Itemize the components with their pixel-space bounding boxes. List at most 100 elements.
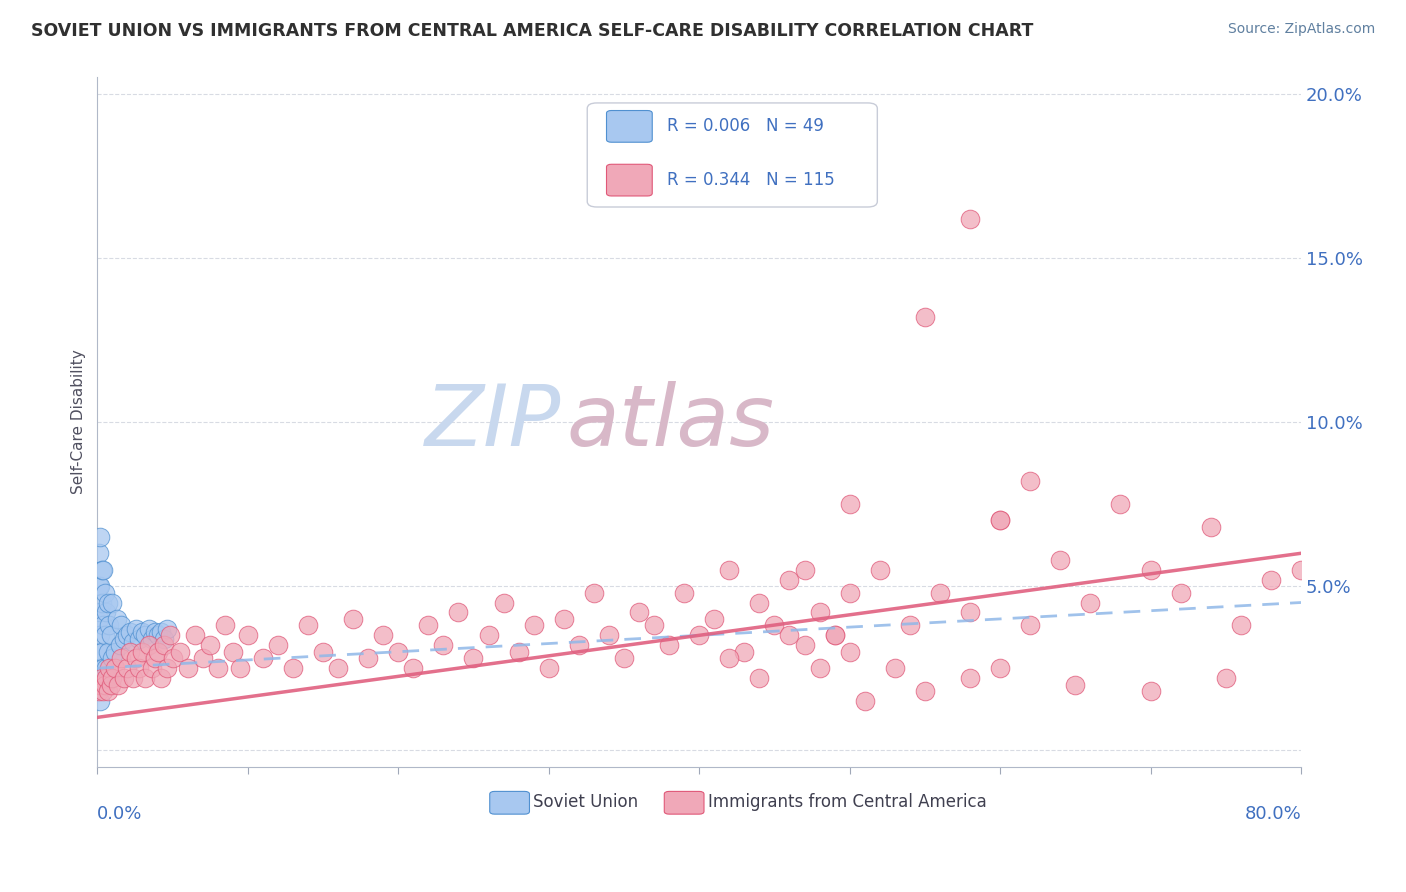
Point [883,661,905,675]
Point [94,677,117,691]
Point [89,694,111,708]
Point [89,579,111,593]
Point [824,628,846,642]
Point [312,645,335,659]
Point [141,661,163,675]
Point [373,628,395,642]
Point [89,530,111,544]
Point [87,579,110,593]
Point [117,661,139,675]
Text: ZIP: ZIP [425,381,561,464]
Point [778,628,800,642]
FancyBboxPatch shape [606,111,652,142]
Point [229,661,252,675]
Point [402,661,425,675]
Point [120,645,142,659]
Point [89,628,111,642]
Point [89,605,111,619]
Point [1019,618,1042,632]
Y-axis label: Self-Care Disability: Self-Care Disability [72,350,86,494]
Point [1019,474,1042,488]
Point [1170,585,1192,599]
Point [110,618,132,632]
Point [222,645,245,659]
Point [94,677,117,691]
Point [104,661,127,675]
Point [96,671,118,685]
Point [824,628,846,642]
Point [125,622,148,636]
Point [184,628,207,642]
Point [87,677,110,691]
Point [87,645,110,659]
Point [90,645,112,659]
Text: Source: ZipAtlas.com: Source: ZipAtlas.com [1227,22,1375,37]
Point [1064,677,1087,691]
Point [100,628,122,642]
Point [1139,563,1161,577]
Text: R = 0.344   N = 115: R = 0.344 N = 115 [666,171,834,189]
Point [105,612,128,626]
Point [447,605,470,619]
Point [90,677,112,691]
Point [98,671,121,685]
Point [267,638,290,652]
Point [134,671,156,685]
Point [357,651,380,665]
Point [463,651,485,665]
Point [477,628,499,642]
Point [778,573,800,587]
Point [87,612,110,626]
Text: Soviet Union: Soviet Union [533,793,638,812]
Point [149,671,172,685]
Point [568,638,591,652]
Point [141,632,163,646]
Point [87,546,110,560]
Point [89,677,111,691]
Point [236,628,259,642]
Point [763,618,786,632]
Point [97,684,120,698]
Point [117,628,139,642]
Point [853,694,876,708]
Point [101,671,124,685]
Point [138,622,160,636]
Point [988,661,1011,675]
FancyBboxPatch shape [489,791,530,814]
Point [523,618,546,632]
Point [155,622,177,636]
Text: 0.0%: 0.0% [97,805,143,823]
Point [122,671,145,685]
Text: R = 0.006   N = 49: R = 0.006 N = 49 [666,118,824,136]
Point [1289,563,1312,577]
Point [143,651,166,665]
Point [125,651,148,665]
Point [808,605,831,619]
Point [108,638,131,652]
Point [191,651,214,665]
Point [198,638,221,652]
Point [96,661,118,675]
Point [959,671,981,685]
Point [89,661,111,675]
FancyBboxPatch shape [664,791,704,814]
Point [176,661,198,675]
Point [131,625,153,640]
Point [152,638,174,652]
Point [110,651,132,665]
Point [326,661,349,675]
Point [94,585,117,599]
Point [748,671,770,685]
Point [94,628,117,642]
Point [93,563,115,577]
Point [134,628,156,642]
Point [98,618,121,632]
Point [387,645,409,659]
Point [1260,573,1282,587]
Point [898,618,921,632]
Point [1049,553,1071,567]
Text: 80.0%: 80.0% [1244,805,1301,823]
Point [537,661,560,675]
Point [297,618,319,632]
Point [101,595,124,609]
